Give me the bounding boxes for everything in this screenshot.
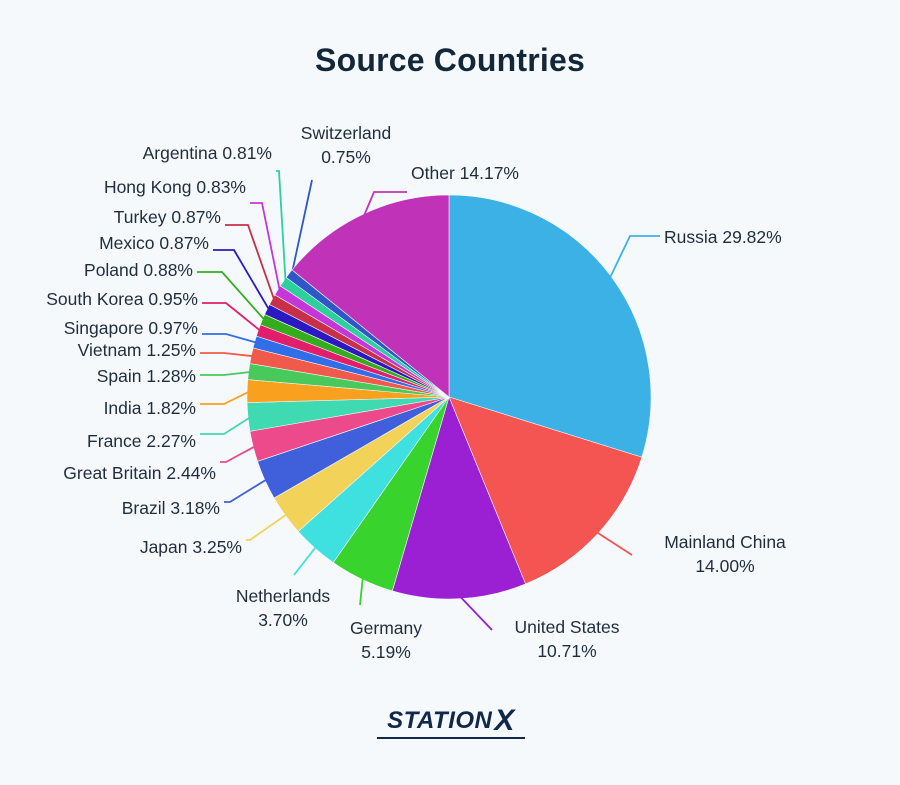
leader-argentina (276, 170, 287, 284)
leader-singapore (202, 333, 258, 344)
label-germany: Germany 5.19% (350, 618, 422, 662)
label-vietnam: Vietnam 1.25% (78, 340, 196, 360)
leader-switzerland (290, 179, 313, 276)
stationx-logo: STATION X (377, 704, 525, 737)
leader-spain (200, 371, 252, 376)
leader-great-britain (220, 444, 257, 463)
label-hong-kong: Hong Kong 0.83% (104, 177, 246, 197)
leader-india (200, 390, 251, 405)
label-switzerland: Switzerland 0.75% (301, 123, 391, 167)
logo-text: STATION (387, 707, 493, 734)
label-netherlands: Netherlands 3.70% (236, 586, 331, 630)
label-france: France 2.27% (87, 431, 196, 451)
leader-turkey (225, 224, 276, 302)
label-argentina: Argentina 0.81% (143, 143, 272, 163)
leader-brazil (224, 478, 269, 503)
leader-united-states (458, 595, 493, 631)
label-mainland-china: Mainland China 14.00% (664, 532, 786, 576)
label-turkey: Turkey 0.87% (114, 207, 221, 227)
label-japan: Japan 3.25% (140, 537, 242, 557)
leader-germany (359, 576, 364, 606)
leader-other (362, 191, 407, 218)
leader-poland (197, 271, 266, 322)
leader-russia (608, 235, 660, 280)
label-great-britain: Great Britain 2.44% (63, 463, 216, 483)
label-russia: Russia 29.82% (664, 227, 782, 247)
chart-title: Source Countries (315, 42, 585, 78)
leader-mainland-china (595, 530, 633, 556)
label-mexico: Mexico 0.87% (99, 233, 209, 253)
label-south-korea: South Korea 0.95% (46, 289, 198, 309)
logo-underline (377, 737, 525, 739)
leader-japan (246, 512, 289, 541)
leader-south-korea (202, 302, 262, 333)
leader-hong-kong (250, 202, 281, 293)
leader-vietnam (200, 352, 255, 358)
slice-united-states (391, 396, 526, 600)
label-poland: Poland 0.88% (84, 260, 193, 280)
leader-netherlands (293, 545, 318, 576)
slice-russia (448, 194, 652, 458)
label-brazil: Brazil 3.18% (122, 498, 220, 518)
logo-x: X (494, 704, 515, 737)
slice-other (291, 194, 450, 398)
leader-mexico (213, 249, 271, 312)
label-singapore: Singapore 0.97% (64, 318, 198, 338)
label-spain: Spain 1.28% (97, 366, 196, 386)
label-other: Other 14.17% (411, 163, 519, 183)
label-india: India 1.82% (104, 398, 196, 418)
leader-france (200, 415, 252, 435)
label-united-states: United States 10.71% (514, 617, 619, 661)
